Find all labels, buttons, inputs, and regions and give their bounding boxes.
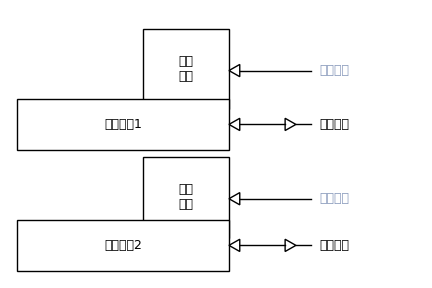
Text: 星敏
感器: 星敏 感器 (178, 55, 193, 83)
Text: 收发光轴: 收发光轴 (320, 118, 349, 131)
Text: 接收视轴: 接收视轴 (320, 192, 349, 205)
Bar (143, 29, 229, 109)
Text: 收发天线2: 收发天线2 (104, 239, 142, 252)
Text: 收发光轴: 收发光轴 (320, 239, 349, 252)
Text: 星敏
感器: 星敏 感器 (178, 183, 193, 211)
Bar (17, 220, 229, 271)
Bar (17, 99, 229, 150)
Bar (143, 157, 229, 238)
Text: 收发天线1: 收发天线1 (104, 118, 142, 131)
Text: 接收视轴: 接收视轴 (320, 64, 349, 77)
